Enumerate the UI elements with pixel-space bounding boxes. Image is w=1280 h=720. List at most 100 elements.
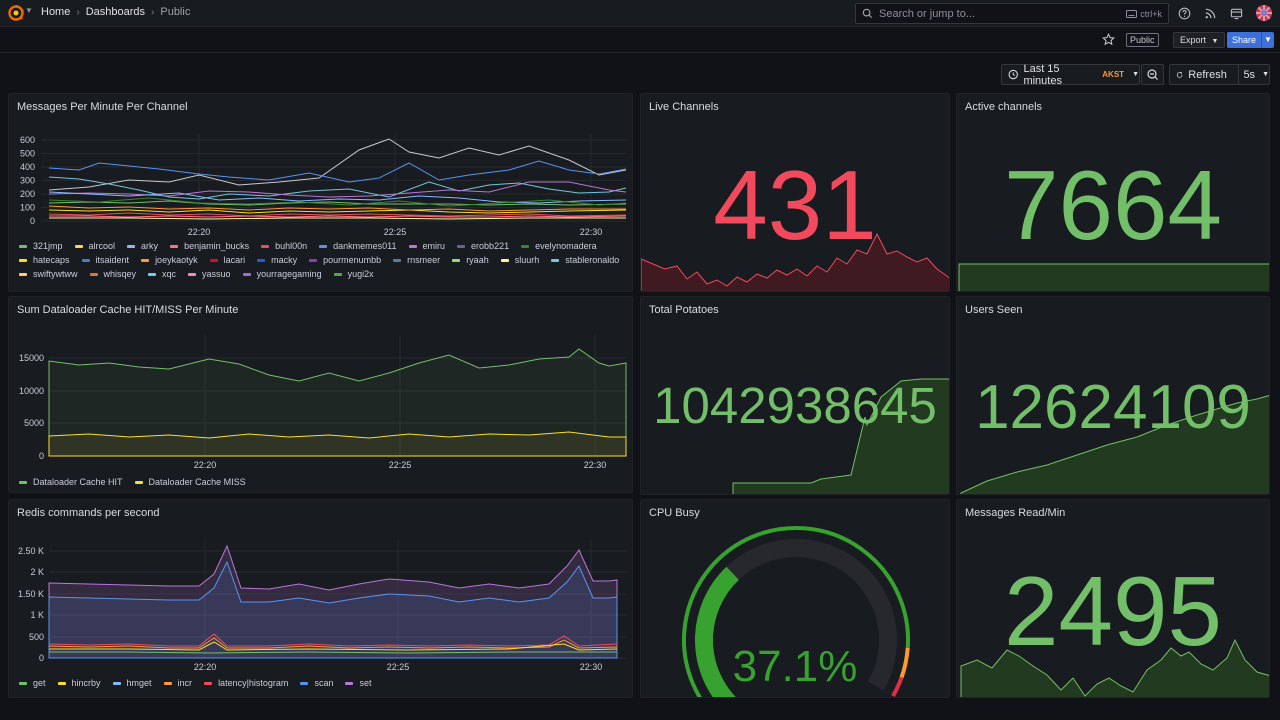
dock-menu-icon[interactable] <box>1230 7 1243 20</box>
active-sparkline <box>958 263 1269 291</box>
top-navbar: ▼ Home › Dashboards › Public Search or j… <box>0 0 1280 27</box>
refresh-button[interactable]: Refresh 5s ▼ <box>1169 64 1270 85</box>
legend-item[interactable]: dankmemes011 <box>319 241 397 251</box>
legend-item[interactable]: yugi2x <box>333 269 374 279</box>
legend-item[interactable]: set <box>345 678 371 688</box>
messages-timeseries-chart[interactable]: 600 500 400 300 200 100 0 22:2 <box>9 130 633 240</box>
logo-caret-icon[interactable]: ▼ <box>25 6 33 15</box>
legend-item[interactable]: arky <box>127 241 158 251</box>
search-placeholder: Search or jump to... <box>879 7 975 20</box>
legend-swatch <box>19 258 27 262</box>
x-tick: 22:25 <box>389 460 412 470</box>
time-range-picker[interactable]: Last 15 minutes AKST ▼ <box>1001 62 1140 87</box>
panel-title[interactable]: Redis commands per second <box>17 507 160 519</box>
legend-item[interactable]: Dataloader Cache MISS <box>134 477 246 487</box>
time-range-label: Last 15 minutes <box>1023 62 1062 87</box>
panel-title[interactable]: Total Potatoes <box>649 304 719 316</box>
stat-value: 12624109 <box>975 373 1251 442</box>
legend-swatch <box>163 681 172 685</box>
redis-incr-line <box>48 637 618 649</box>
panel-title[interactable]: Live Channels <box>649 101 719 113</box>
legend-item[interactable]: lacari <box>209 255 245 265</box>
legend-item[interactable]: hmget <box>112 678 152 688</box>
legend-item[interactable]: itsaident <box>81 255 129 265</box>
panel-title[interactable]: Users Seen <box>965 304 1023 316</box>
search-shortcut: ctrl+k <box>1126 9 1162 19</box>
zoom-out-button[interactable] <box>1141 64 1164 85</box>
y-tick: 5000 <box>24 418 44 428</box>
messages-legend: 321jmp alrcool arky benjamin_bucks buhl00n da… <box>19 241 629 279</box>
share-button[interactable]: Share <box>1227 32 1262 48</box>
legend-label: yassuo <box>202 269 231 279</box>
series-lines <box>48 138 627 220</box>
legend-item[interactable]: yourragegaming <box>242 269 322 279</box>
legend-item[interactable]: erobb221 <box>457 241 509 251</box>
refresh-interval[interactable]: 5s <box>1243 68 1256 81</box>
breadcrumb-home[interactable]: Home <box>41 6 71 18</box>
search-input[interactable]: Search or jump to... ctrl+k <box>855 3 1169 24</box>
legend-item[interactable]: benjamin_bucks <box>170 241 249 251</box>
legend-label: joeykaotyk <box>155 255 198 265</box>
legend-item[interactable]: xqc <box>148 269 176 279</box>
chevron-down-icon: ▼ <box>1264 35 1272 44</box>
gauge-value: 37.1% <box>732 642 858 691</box>
news-feed-icon[interactable] <box>1204 7 1217 20</box>
panel-title[interactable]: Active channels <box>965 101 1043 113</box>
legend-item[interactable]: yassuo <box>188 269 231 279</box>
live-sparkline <box>641 232 949 291</box>
legend-swatch <box>319 244 328 248</box>
legend-item[interactable]: joeykaotyk <box>141 255 198 265</box>
legend-item[interactable]: whisqey <box>89 269 136 279</box>
y-tick: 200 <box>20 189 35 199</box>
star-icon[interactable] <box>1102 33 1115 46</box>
legend-item[interactable]: 321jmp <box>19 241 63 251</box>
legend-item[interactable]: incr <box>163 678 192 688</box>
help-icon[interactable] <box>1178 7 1191 20</box>
legend-item[interactable]: sluurh <box>500 255 539 265</box>
cache-timeseries-chart[interactable]: 15000 10000 5000 0 22:20 22:25 22:30 <box>9 331 633 471</box>
legend-label: erobb221 <box>471 241 510 251</box>
panel-title[interactable]: CPU Busy <box>649 507 700 519</box>
legend-item[interactable]: hincrby <box>57 678 101 688</box>
divider <box>1237 65 1239 84</box>
legend-swatch <box>148 272 157 276</box>
user-avatar[interactable] <box>1256 5 1272 21</box>
panel-title[interactable]: Messages Per Minute Per Channel <box>17 101 188 113</box>
legend-label: emiru <box>422 241 446 251</box>
panel-title[interactable]: Messages Read/Min <box>965 507 1066 519</box>
breadcrumb-dashboards[interactable]: Dashboards <box>85 6 146 18</box>
legend-item[interactable]: evelynomadera <box>521 241 597 251</box>
legend-item[interactable]: macky <box>257 255 297 265</box>
legend-item[interactable]: hatecaps <box>19 255 70 265</box>
legend-item[interactable]: buhl00n <box>261 241 307 251</box>
legend-swatch <box>257 258 266 262</box>
export-button[interactable]: Export ▼ <box>1173 32 1226 48</box>
legend-item[interactable]: rnsmeer <box>393 255 440 265</box>
legend-item[interactable]: ryaah <box>452 255 489 265</box>
panel-redis-commands: Redis commands per second 2.50 K 2 K 1.5… <box>8 499 633 698</box>
y-tick: 600 <box>20 135 35 145</box>
gauge-threshold-orange <box>899 647 910 679</box>
x-tick: 22:25 <box>387 662 410 672</box>
legend-item[interactable]: Dataloader Cache HIT <box>19 477 123 487</box>
y-tick: 0 <box>30 216 35 226</box>
legend-item[interactable]: scan <box>300 678 333 688</box>
x-axis: 22:20 22:25 22:30 <box>188 227 603 237</box>
breadcrumb: Home › Dashboards › Public <box>41 6 190 18</box>
y-tick: 0 <box>39 653 44 663</box>
legend-swatch <box>393 258 402 262</box>
share-dropdown-button[interactable]: ▼ <box>1261 32 1274 48</box>
legend-item[interactable]: alrcool <box>74 241 115 251</box>
chevron-down-icon: ▼ <box>1132 71 1139 78</box>
legend-item[interactable]: pourmenumbb <box>309 255 381 265</box>
legend-item[interactable]: swiftywtww <box>19 269 78 279</box>
grafana-logo-icon[interactable] <box>8 5 24 21</box>
legend-item[interactable]: stableronaldo <box>551 255 619 265</box>
legend-item[interactable]: get <box>19 678 46 688</box>
y-tick: 15000 <box>19 353 44 363</box>
panel-title[interactable]: Sum Dataloader Cache HIT/MISS Per Minute <box>17 304 239 316</box>
redis-timeseries-chart[interactable]: 2.50 K 2 K 1.50 K 1 K 500 0 22:20 22:25 … <box>9 536 633 676</box>
legend-swatch <box>309 258 318 262</box>
legend-item[interactable]: emiru <box>408 241 446 251</box>
legend-item[interactable]: latency|histogram <box>204 678 288 688</box>
